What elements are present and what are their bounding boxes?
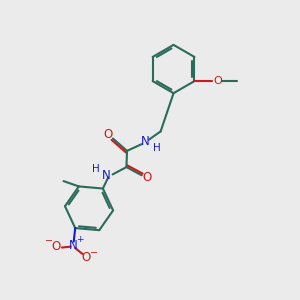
Text: H: H xyxy=(92,164,100,174)
Text: N: N xyxy=(102,169,111,182)
Text: −: − xyxy=(90,248,98,258)
Text: H: H xyxy=(153,143,160,153)
Text: N: N xyxy=(141,135,150,148)
Text: −: − xyxy=(45,236,53,246)
Text: +: + xyxy=(76,236,84,244)
Text: O: O xyxy=(52,240,61,254)
Text: O: O xyxy=(104,128,113,141)
Text: O: O xyxy=(142,171,152,184)
Text: N: N xyxy=(69,239,78,252)
Text: O: O xyxy=(213,76,222,85)
Text: O: O xyxy=(82,251,91,264)
